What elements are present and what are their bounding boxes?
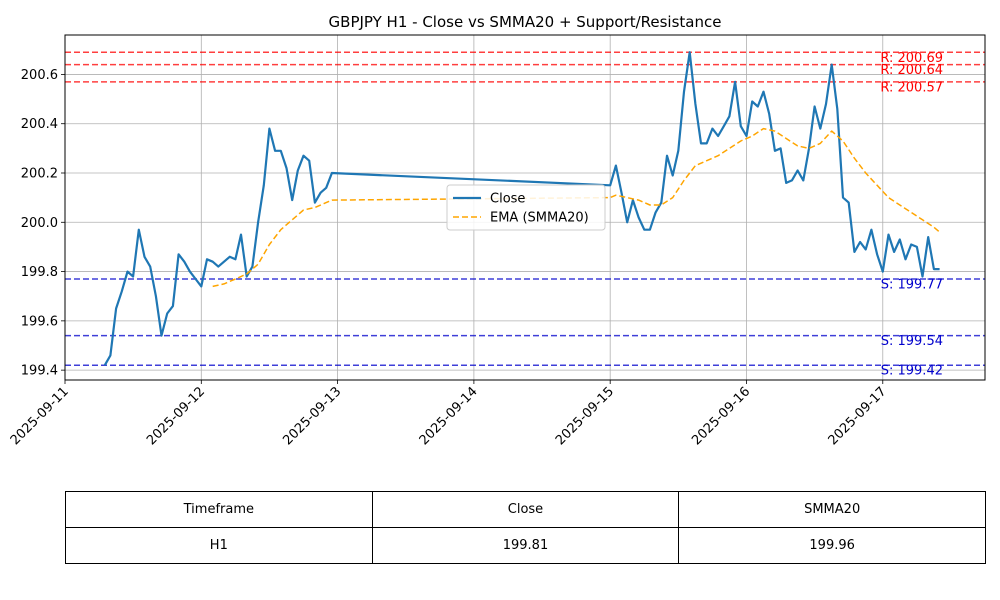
table-header-cell: Timeframe	[65, 491, 373, 528]
y-tick-label: 200.4	[21, 117, 58, 132]
chart-title: GBPJPY H1 - Close vs SMMA20 + Support/Re…	[329, 13, 722, 31]
axes: 2025-09-11 2025-09-12 2025-09-13 2025-09-14…	[8, 34, 986, 448]
y-tick-label: 200.6	[21, 68, 58, 83]
x-tick-label: 2025-09-17	[826, 384, 890, 448]
x-tick-label: 2025-09-13	[280, 384, 344, 448]
table-row: H1 199.81 199.96	[65, 527, 986, 564]
y-tick-label: 199.8	[21, 265, 58, 280]
support-label: S: 199.42	[881, 364, 943, 379]
y-tick-label: 200.0	[21, 216, 58, 231]
support-label: S: 199.54	[881, 334, 943, 349]
support-label: S: 199.77	[881, 277, 943, 292]
resistance-label: R: 200.57	[880, 80, 943, 95]
support-resistance-lines	[65, 51, 985, 366]
x-tick-label: 2025-09-16	[689, 384, 753, 448]
resistance-label: R: 200.69	[880, 51, 943, 66]
legend-entry: Close	[490, 192, 525, 207]
legend-entry: EMA (SMMA20)	[490, 211, 589, 226]
summary-table: Timeframe Close SMMA20 H1 199.81 199.96	[65, 491, 986, 564]
y-tick-label: 199.6	[21, 314, 58, 329]
table-cell: 199.96	[678, 527, 986, 564]
legend: Close EMA (SMMA20)	[446, 184, 606, 231]
resistance-label: R: 200.64	[880, 63, 943, 78]
y-tick-label: 199.4	[21, 364, 58, 379]
legend-box	[446, 184, 606, 231]
x-tick-label: 2025-09-15	[553, 384, 617, 448]
x-tick-label: 2025-09-12	[144, 384, 208, 448]
grid	[64, 35, 985, 380]
series	[103, 51, 941, 366]
table-cell: 199.81	[371, 527, 680, 564]
table-header-cell: Close	[371, 491, 680, 528]
smma-line	[212, 127, 941, 288]
table-cell: H1	[65, 527, 373, 564]
x-tick-label: 2025-09-11	[8, 384, 72, 448]
y-tick-label: 200.2	[21, 167, 58, 182]
price-chart: GBPJPY H1 - Close vs SMMA20 + Support/Re…	[8, 13, 986, 448]
x-tick-label: 2025-09-14	[417, 384, 481, 448]
close-line	[103, 51, 940, 366]
plot-frame	[64, 34, 986, 381]
table-header-cell: SMMA20	[678, 491, 986, 528]
table-header-row: Timeframe Close SMMA20	[65, 491, 986, 528]
level-labels: R: 200.69R: 200.64 R: 200.57 S: 199.77 S: 1…	[880, 51, 943, 379]
